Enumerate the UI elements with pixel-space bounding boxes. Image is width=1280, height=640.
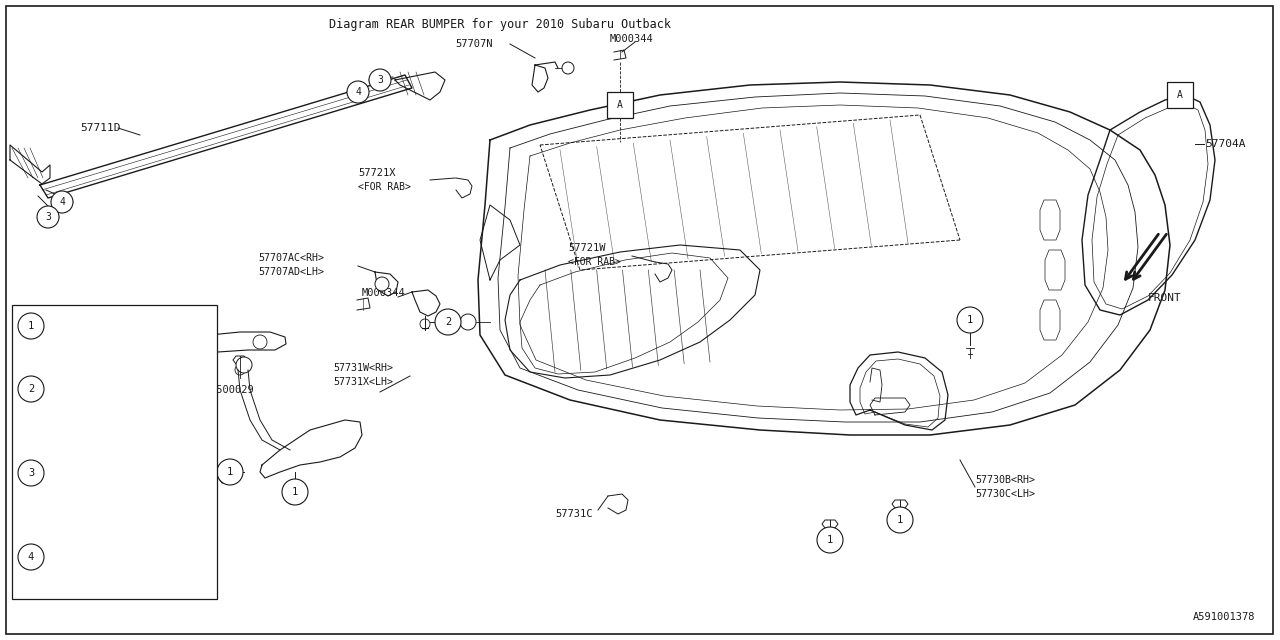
Text: V.JF-: V.JF- — [150, 447, 179, 457]
Text: W140081: W140081 — [55, 405, 96, 415]
Text: 57707AD<LH>: 57707AD<LH> — [259, 267, 324, 277]
Text: FRONT: FRONT — [1148, 293, 1181, 303]
Circle shape — [375, 277, 389, 291]
Circle shape — [887, 507, 913, 533]
Text: W140007: W140007 — [55, 321, 96, 331]
Text: A: A — [617, 100, 623, 110]
Circle shape — [51, 191, 73, 213]
Text: V.JF-: V.JF- — [150, 531, 179, 541]
Text: 0101S: 0101S — [55, 447, 84, 457]
Text: 1: 1 — [28, 321, 35, 331]
Text: N370047: N370047 — [55, 531, 96, 541]
Text: 57711D: 57711D — [81, 123, 120, 133]
Text: 4: 4 — [59, 197, 65, 207]
Text: 57730B<RH>: 57730B<RH> — [975, 475, 1036, 485]
Text: 1: 1 — [827, 535, 833, 545]
Text: <FOR RAB>: <FOR RAB> — [358, 182, 411, 192]
Text: Q500029: Q500029 — [210, 385, 253, 395]
Circle shape — [253, 335, 268, 349]
Text: 57707I <LH>: 57707I <LH> — [50, 338, 116, 348]
Circle shape — [282, 479, 308, 505]
Text: V.4S-: V.4S- — [150, 489, 179, 499]
Circle shape — [236, 357, 252, 373]
Circle shape — [18, 460, 44, 486]
Text: 57731X<LH>: 57731X<LH> — [333, 377, 393, 387]
Text: 57707AC<RH>: 57707AC<RH> — [259, 253, 324, 263]
Text: 57707H<RH>: 57707H<RH> — [50, 324, 110, 334]
Text: 57731W<RH>: 57731W<RH> — [333, 363, 393, 373]
Circle shape — [193, 335, 207, 349]
Circle shape — [460, 314, 476, 330]
Bar — [12, 305, 218, 599]
Text: 1: 1 — [292, 487, 298, 497]
Circle shape — [562, 62, 573, 74]
Text: 3: 3 — [45, 212, 51, 222]
Text: 4: 4 — [28, 552, 35, 562]
Text: 1: 1 — [227, 467, 233, 477]
Text: 1: 1 — [897, 515, 904, 525]
Text: 57721X: 57721X — [358, 168, 396, 178]
Circle shape — [37, 206, 59, 228]
Text: 57704A: 57704A — [1204, 139, 1245, 149]
Text: V.4S-: V.4S- — [150, 405, 179, 415]
Text: A: A — [1178, 90, 1183, 100]
Bar — [607, 92, 634, 118]
Text: 57707N: 57707N — [454, 39, 493, 49]
Text: M000344: M000344 — [611, 34, 654, 44]
Text: V.4S-: V.4S- — [150, 573, 179, 583]
Circle shape — [369, 69, 390, 91]
Text: 57731C: 57731C — [556, 509, 593, 519]
Text: 3: 3 — [28, 468, 35, 478]
Circle shape — [18, 544, 44, 570]
Text: 1: 1 — [966, 315, 973, 325]
Text: 57730C<LH>: 57730C<LH> — [975, 489, 1036, 499]
Circle shape — [347, 81, 369, 103]
Text: Diagram REAR BUMPER for your 2010 Subaru Outback: Diagram REAR BUMPER for your 2010 Subaru… — [329, 18, 671, 31]
Circle shape — [236, 365, 244, 375]
Text: A591001378: A591001378 — [1193, 612, 1254, 622]
Text: V.JF-: V.JF- — [150, 363, 179, 373]
Text: M000344: M000344 — [362, 288, 406, 298]
Circle shape — [18, 376, 44, 402]
Circle shape — [435, 309, 461, 335]
Circle shape — [817, 527, 844, 553]
Text: 57721W: 57721W — [568, 243, 605, 253]
Text: <FOR RAB>: <FOR RAB> — [568, 257, 621, 267]
Text: W140080: W140080 — [55, 363, 96, 373]
Circle shape — [420, 319, 430, 329]
Text: N370042: N370042 — [55, 573, 96, 583]
Text: 3: 3 — [378, 75, 383, 85]
Text: 2: 2 — [28, 384, 35, 394]
Bar — [1167, 82, 1193, 108]
Text: 2: 2 — [445, 317, 451, 327]
Text: M000356: M000356 — [55, 489, 96, 499]
Text: 4: 4 — [355, 87, 361, 97]
Circle shape — [218, 459, 243, 485]
Circle shape — [957, 307, 983, 333]
Circle shape — [18, 313, 44, 339]
